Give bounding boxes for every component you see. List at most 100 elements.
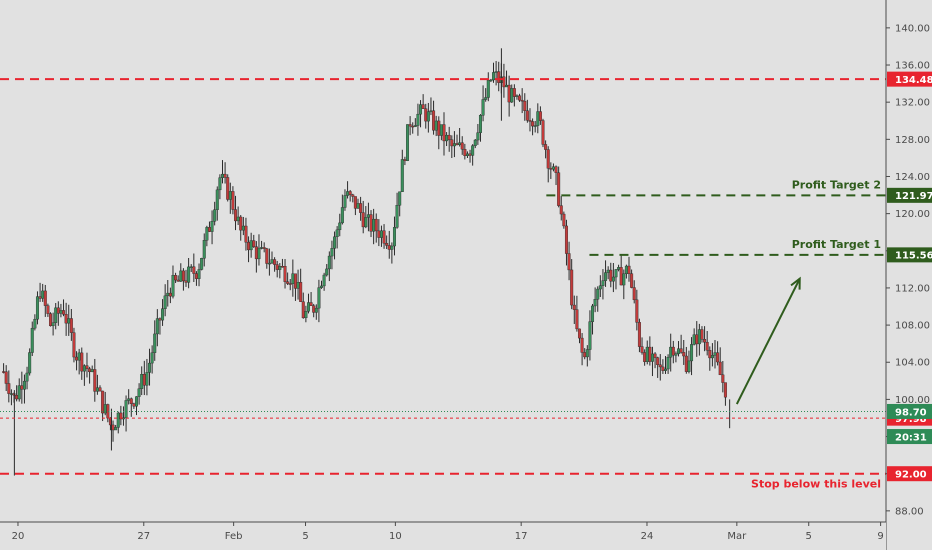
candle-body[interactable] bbox=[361, 212, 365, 228]
candle-body[interactable] bbox=[557, 172, 561, 206]
candle-body[interactable] bbox=[25, 372, 29, 382]
candle-body[interactable] bbox=[327, 255, 331, 270]
candle-body[interactable] bbox=[184, 280, 188, 283]
candle-body[interactable] bbox=[580, 337, 584, 353]
candle-body[interactable] bbox=[460, 142, 464, 150]
candle-body[interactable] bbox=[406, 124, 410, 161]
candle-body[interactable] bbox=[275, 264, 279, 270]
candle-body[interactable] bbox=[551, 166, 555, 170]
candle-body[interactable] bbox=[346, 191, 350, 196]
candle-body[interactable] bbox=[392, 227, 396, 247]
candle-body[interactable] bbox=[17, 385, 21, 400]
candle-body[interactable] bbox=[340, 207, 344, 224]
candle-body[interactable] bbox=[510, 88, 514, 103]
candle-body[interactable] bbox=[194, 273, 198, 279]
candle-body[interactable] bbox=[127, 398, 131, 401]
candle-body[interactable] bbox=[200, 258, 204, 270]
candle-body[interactable] bbox=[192, 266, 196, 274]
candle-body[interactable] bbox=[663, 368, 667, 371]
candle-body[interactable] bbox=[304, 311, 308, 319]
candle-body[interactable] bbox=[314, 307, 318, 313]
candle-body[interactable] bbox=[669, 346, 673, 358]
candle-body[interactable] bbox=[598, 285, 602, 290]
candle-body[interactable] bbox=[283, 266, 287, 282]
candle-body[interactable] bbox=[41, 290, 45, 299]
candle-body[interactable] bbox=[278, 266, 282, 270]
candle-body[interactable] bbox=[588, 321, 592, 350]
candle-body[interactable] bbox=[450, 139, 454, 147]
candle-body[interactable] bbox=[398, 191, 402, 206]
candle-body[interactable] bbox=[624, 265, 628, 275]
candle-body[interactable] bbox=[697, 329, 701, 345]
candle-body[interactable] bbox=[395, 205, 399, 228]
candle-body[interactable] bbox=[35, 296, 39, 320]
candle-body[interactable] bbox=[288, 283, 292, 285]
candle-body[interactable] bbox=[134, 396, 138, 407]
candle-body[interactable] bbox=[614, 269, 618, 278]
candle-body[interactable] bbox=[257, 247, 261, 260]
candle-body[interactable] bbox=[658, 364, 662, 368]
candle-body[interactable] bbox=[77, 352, 81, 361]
candle-body[interactable] bbox=[413, 125, 417, 127]
candle-body[interactable] bbox=[207, 227, 211, 232]
candle-body[interactable] bbox=[562, 213, 566, 227]
candle-body[interactable] bbox=[301, 301, 305, 319]
candle-body[interactable] bbox=[179, 270, 183, 282]
candle-body[interactable] bbox=[666, 356, 670, 370]
candle-body[interactable] bbox=[69, 318, 73, 333]
candle-body[interactable] bbox=[98, 387, 102, 392]
candle-body[interactable] bbox=[43, 290, 47, 306]
candle-body[interactable] bbox=[202, 240, 206, 259]
candle-body[interactable] bbox=[166, 292, 170, 297]
candle-body[interactable] bbox=[351, 194, 355, 197]
candle-body[interactable] bbox=[505, 84, 509, 88]
candle-body[interactable] bbox=[637, 322, 641, 347]
candle-body[interactable] bbox=[296, 282, 300, 289]
candle-body[interactable] bbox=[465, 153, 469, 156]
candle-body[interactable] bbox=[489, 79, 493, 82]
candle-body[interactable] bbox=[161, 308, 165, 321]
candle-body[interactable] bbox=[72, 332, 76, 358]
candle-body[interactable] bbox=[554, 166, 558, 173]
candle-body[interactable] bbox=[718, 361, 722, 376]
candle-body[interactable] bbox=[544, 144, 548, 150]
candle-body[interactable] bbox=[189, 266, 193, 268]
candle-body[interactable] bbox=[549, 168, 553, 170]
candle-body[interactable] bbox=[648, 346, 652, 362]
candle-body[interactable] bbox=[502, 76, 506, 88]
candle-body[interactable] bbox=[244, 225, 248, 243]
candle-body[interactable] bbox=[559, 205, 563, 215]
candle-body[interactable] bbox=[247, 241, 251, 251]
candle-body[interactable] bbox=[220, 173, 224, 178]
price-axis[interactable]: 88.0092.0096.00100.00104.00108.00112.001… bbox=[885, 0, 932, 550]
candle-body[interactable] bbox=[359, 203, 363, 213]
candle-body[interactable] bbox=[187, 266, 191, 283]
candle-body[interactable] bbox=[541, 120, 545, 145]
candle-body[interactable] bbox=[585, 349, 589, 358]
candle-body[interactable] bbox=[567, 253, 571, 271]
candle-body[interactable] bbox=[218, 177, 222, 191]
candle-body[interactable] bbox=[437, 120, 441, 136]
candle-body[interactable] bbox=[716, 352, 720, 363]
candle-body[interactable] bbox=[155, 318, 159, 335]
candle-body[interactable] bbox=[476, 132, 480, 141]
candle-body[interactable] bbox=[364, 217, 368, 228]
candle-body[interactable] bbox=[54, 307, 58, 323]
candle-body[interactable] bbox=[306, 302, 310, 312]
candle-body[interactable] bbox=[492, 72, 496, 81]
candle-body[interactable] bbox=[515, 95, 519, 97]
candle-body[interactable] bbox=[2, 371, 6, 373]
candle-body[interactable] bbox=[382, 230, 386, 244]
candle-body[interactable] bbox=[140, 374, 144, 389]
candle-body[interactable] bbox=[280, 266, 284, 268]
candle-body[interactable] bbox=[158, 318, 162, 321]
candle-body[interactable] bbox=[463, 149, 467, 156]
candle-body[interactable] bbox=[142, 374, 146, 386]
candle-body[interactable] bbox=[7, 383, 11, 394]
candle-body[interactable] bbox=[377, 230, 381, 238]
candle-body[interactable] bbox=[317, 287, 321, 309]
candle-body[interactable] bbox=[119, 412, 123, 420]
candle-body[interactable] bbox=[64, 314, 68, 324]
candle-body[interactable] bbox=[411, 125, 415, 128]
candle-body[interactable] bbox=[677, 348, 681, 354]
